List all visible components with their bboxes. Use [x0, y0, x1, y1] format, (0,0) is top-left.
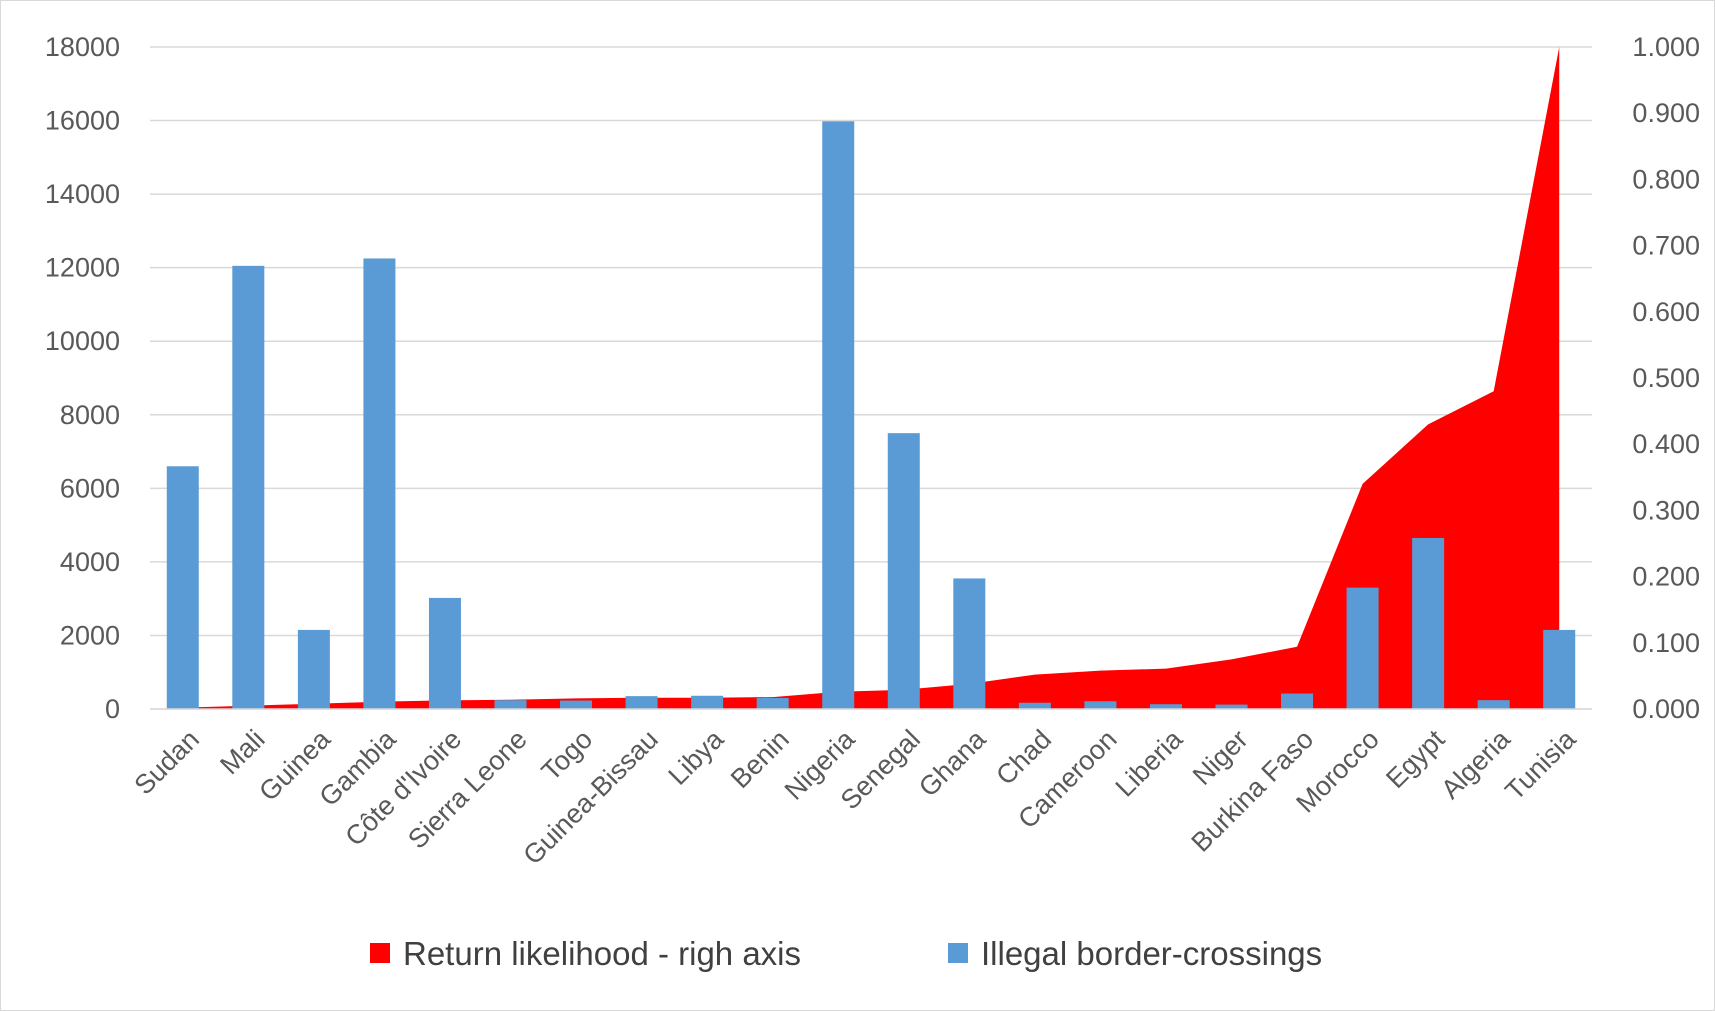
y2-tick-label: 0.200 [1632, 562, 1700, 592]
legend: Return likelihood - righ axis Illegal bor… [370, 935, 1322, 972]
y2-tick-label: 0.900 [1632, 98, 1700, 128]
legend-swatch [370, 943, 390, 963]
y-tick-label: 18000 [45, 32, 120, 62]
bar [887, 433, 920, 709]
bar [1084, 701, 1117, 709]
y2-tick-label: 0.700 [1632, 231, 1700, 261]
bar [166, 466, 199, 709]
bar [1215, 704, 1248, 709]
y-tick-label: 10000 [45, 326, 120, 356]
x-tick-label: Mali [214, 724, 270, 780]
y-tick-label: 16000 [45, 106, 120, 136]
border-crossings-bars [166, 121, 1576, 709]
x-tick-label: Tunisia [1499, 723, 1582, 806]
y2-tick-label: 0.100 [1632, 628, 1700, 658]
y-tick-label: 2000 [60, 620, 120, 650]
x-tick-label: Libya [663, 723, 731, 791]
y2-tick-label: 0.300 [1632, 495, 1700, 525]
x-tick-label: Sudan [129, 724, 205, 800]
y-tick-label: 12000 [45, 253, 120, 283]
bar [363, 258, 396, 709]
bar [1346, 587, 1379, 709]
bar [953, 578, 986, 709]
bar [560, 700, 593, 709]
legend-swatch [948, 943, 968, 963]
legend-label: Illegal border-crossings [981, 935, 1322, 972]
bar [1149, 704, 1182, 709]
y2-tick-label: 0.800 [1632, 164, 1700, 194]
bar [1477, 700, 1510, 709]
bar [1543, 629, 1576, 709]
y2-tick-label: 0.600 [1632, 297, 1700, 327]
bar [625, 696, 658, 709]
y-tick-label: 4000 [60, 547, 120, 577]
bar [428, 597, 461, 709]
bar [756, 697, 789, 709]
bar [297, 629, 330, 709]
bar [494, 700, 527, 709]
y2-tick-label: 0.500 [1632, 363, 1700, 393]
bar [1412, 537, 1445, 709]
x-tick-label: Ghana [913, 723, 992, 802]
x-tick-label: Algeria [1435, 723, 1516, 804]
bar [1018, 702, 1051, 709]
y-tick-label: 0 [105, 694, 120, 724]
y-tick-label: 14000 [45, 179, 120, 209]
x-tick-label: Liberia [1110, 723, 1189, 802]
legend-label: Return likelihood - righ axis [403, 935, 801, 972]
y-tick-label: 6000 [60, 473, 120, 503]
y2-tick-label: 0.000 [1632, 694, 1700, 724]
bar [822, 121, 855, 709]
y-tick-label: 8000 [60, 400, 120, 430]
bar [691, 695, 724, 709]
bar [232, 265, 265, 709]
y2-tick-label: 1.000 [1632, 32, 1700, 62]
bar [1281, 693, 1314, 709]
y2-tick-label: 0.400 [1632, 429, 1700, 459]
